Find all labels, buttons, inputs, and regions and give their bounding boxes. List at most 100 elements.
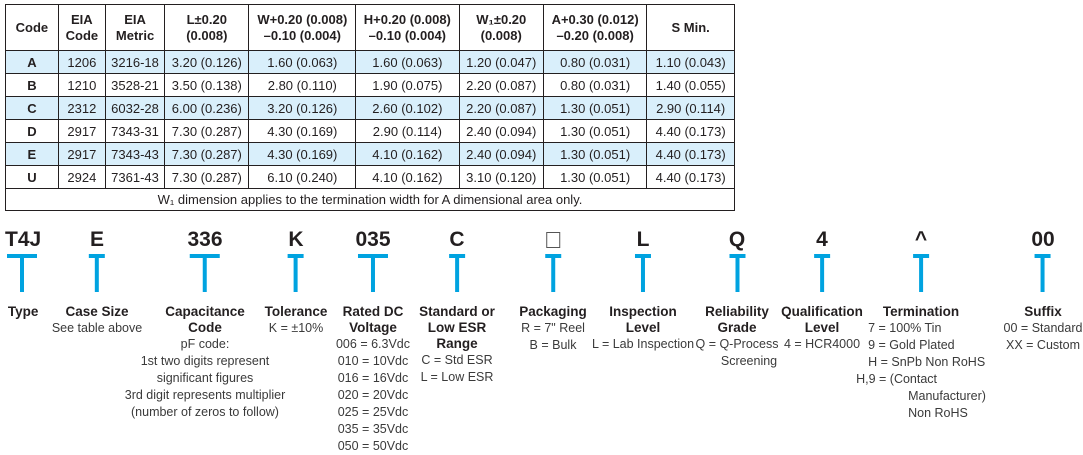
table-cell: 3.20 (0.126) (164, 50, 250, 74)
field-description: K = ±10% (268, 321, 324, 335)
table-row: B 1210 3528-21 3.50 (0.138) 2.80 (0.110) 1.90… (5, 73, 735, 97)
part-code (519, 228, 587, 252)
tee-connector-icon (781, 252, 863, 304)
column-header-line: W+0.20 (0.008) (257, 11, 348, 27)
column-header-line: –0.20 (0.008) (556, 27, 634, 43)
field-description: H = SnPb Non RoHS (868, 355, 986, 369)
field-title: Type (7, 304, 39, 319)
column-header: EIA Code (57, 4, 106, 51)
part-code: L (636, 228, 650, 251)
tee-connector-icon (1004, 252, 1083, 304)
field-title: Level (804, 320, 840, 335)
table-cell: 3528-21 (104, 73, 166, 97)
table-cell: 1.30 (0.051) (542, 165, 648, 189)
part-number-field: T4J Type (5, 228, 41, 320)
column-header: A+0.30 (0.012) –0.20 (0.008) (542, 4, 648, 51)
table-cell: 1.40 (0.055) (646, 73, 735, 97)
tee-connector-icon (265, 252, 328, 304)
table-cell: 1206 (57, 50, 106, 74)
field-description: H,9 = (Contact (856, 372, 938, 386)
field-title: Capacitance (165, 304, 245, 319)
part-number-field: K Tolerance K = ±10% (265, 228, 328, 337)
part-code: E (89, 228, 105, 251)
column-header-line: A+0.30 (0.012) (551, 11, 639, 27)
table-cell: 2924 (57, 165, 106, 189)
part-code: Q (728, 228, 746, 251)
part-number-field: 4 Qualification Level 4 = HCR4000 (781, 228, 863, 353)
column-header: S Min. (646, 4, 735, 51)
tee-connector-icon (419, 252, 495, 304)
table-row: A 1206 3216-18 3.20 (0.126) 1.60 (0.063) 1.60… (5, 50, 735, 74)
column-header: H+0.20 (0.008) –0.10 (0.004) (355, 4, 460, 51)
field-description: 020 = 20Vdc (337, 388, 409, 402)
column-header: EIA Metric (104, 4, 166, 51)
field-description: XX = Custom (1005, 338, 1080, 352)
case-code-cell: D (5, 119, 59, 143)
table-cell: 1.60 (0.063) (248, 50, 357, 74)
column-header-line: L±0.20 (186, 11, 227, 27)
field-description: 025 = 25Vdc (337, 405, 409, 419)
field-description: See table above (51, 321, 143, 335)
table-cell: 2.20 (0.087) (458, 73, 544, 97)
field-description: 3rd digit represents multiplier (124, 388, 286, 402)
part-number-field: L Inspection Level L = Lab Inspection (592, 228, 694, 353)
case-code-cell: A (5, 50, 59, 74)
table-cell: 1210 (57, 73, 106, 97)
field-description: 006 = 6.3Vdc (335, 337, 411, 351)
table-cell: 2.40 (0.094) (458, 119, 544, 143)
table-cell: 7343-43 (104, 142, 166, 166)
part-number-field: 035 Rated DC Voltage 006 = 6.3Vdc 010 = 10Vd… (336, 228, 410, 455)
part-code: 035 (355, 228, 391, 251)
tee-connector-icon (336, 252, 410, 304)
field-description: 7 = 100% Tin (868, 321, 942, 335)
part-code: C (449, 228, 465, 251)
column-header-line: (0.008) (186, 27, 228, 43)
table-cell: 3216-18 (104, 50, 166, 74)
table-cell: 3.10 (0.120) (458, 165, 544, 189)
part-code: 4 (816, 228, 828, 251)
table-cell: 1.30 (0.051) (542, 119, 648, 143)
table-cell: 6.10 (0.240) (248, 165, 357, 189)
case-code-cell: U (5, 165, 59, 189)
part-number-field: C Standard or Low ESR Range C = Std ESR L = L… (419, 228, 495, 386)
column-header: L±0.20 (0.008) (164, 4, 250, 51)
table-cell: 2312 (57, 96, 106, 120)
column-header: W+0.20 (0.008) –0.10 (0.004) (248, 4, 357, 51)
part-number-field: 00 Suffix 00 = Standard XX = Custom (1004, 228, 1083, 354)
part-number-field: 336 Capacitance Code pF code: 1st two digits… (125, 228, 286, 421)
table-cell: 1.30 (0.051) (542, 96, 648, 120)
table-cell: 3.20 (0.126) (248, 96, 357, 120)
tee-connector-icon (52, 252, 142, 304)
column-header-line: Metric (115, 27, 155, 43)
table-cell: 7.30 (0.287) (164, 119, 250, 143)
table-cell: 4.30 (0.169) (248, 119, 357, 143)
field-title: Inspection (609, 304, 677, 319)
table-cell: 1.60 (0.063) (355, 50, 460, 74)
field-description: Manufacturer) (908, 389, 986, 403)
field-description: 050 = 50Vdc (337, 439, 409, 453)
field-description: 1st two digits represent (140, 354, 270, 368)
field-description: L = Lab Inspection (591, 337, 695, 351)
table-cell: 2.90 (0.114) (646, 96, 735, 120)
table-cell: 4.40 (0.173) (646, 142, 735, 166)
table-cell: 7.30 (0.287) (164, 142, 250, 166)
column-header-line: H+0.20 (0.008) (363, 11, 451, 27)
field-title: Level (625, 320, 661, 335)
field-description: C = Std ESR (421, 353, 493, 367)
field-description: 9 = Gold Plated (868, 338, 955, 352)
table-cell: 0.80 (0.031) (542, 73, 648, 97)
field-title: Rated DC (342, 304, 404, 319)
field-title: Termination (882, 304, 960, 319)
field-description: 00 = Standard (1003, 321, 1083, 335)
field-title: Code (188, 320, 222, 335)
part-number-field: E Case Size See table above (52, 228, 142, 337)
table-cell: 4.40 (0.173) (646, 119, 735, 143)
column-header-line: W₁±0.20 (476, 11, 527, 27)
field-description: pF code: (180, 337, 230, 351)
field-title: Packaging (519, 304, 587, 319)
case-code-cell: E (5, 142, 59, 166)
table-row: D 2917 7343-31 7.30 (0.287) 4.30 (0.169) 2.90… (5, 119, 735, 143)
tee-connector-icon (856, 252, 986, 304)
table-cell: 2917 (57, 142, 106, 166)
table-row: C 2312 6032-28 6.00 (0.236) 3.20 (0.126) 2.60… (5, 96, 735, 120)
